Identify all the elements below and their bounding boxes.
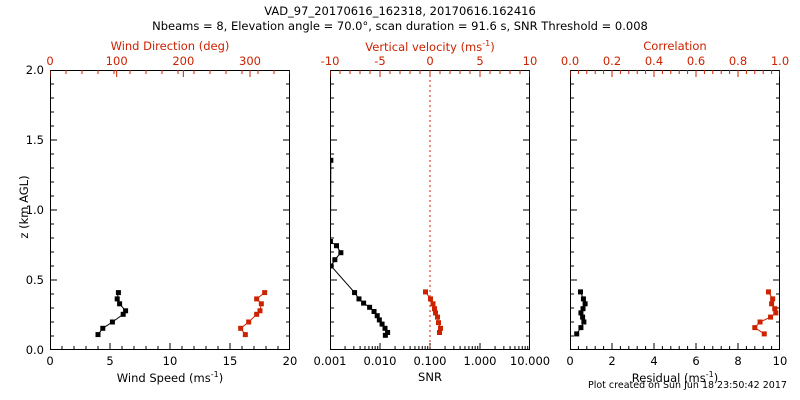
x-tick-label-bottom: 15 xyxy=(222,354,238,368)
plot-timestamp: Plot created on Sun Jun 18 23:50:42 2017 xyxy=(588,380,787,391)
x-tick-label-top: -10 xyxy=(320,54,340,68)
x-tick-label-bottom: 5 xyxy=(106,354,114,368)
x-tick-label-top: 0.4 xyxy=(644,54,664,68)
panel-residual-plot xyxy=(570,70,780,350)
x-tick-label-top: 0 xyxy=(46,54,54,68)
x-axis-title-top: Wind Direction (deg) xyxy=(110,39,230,53)
x-tick-label-top: 0.0 xyxy=(560,54,580,68)
x-axis-title-top: Correlation xyxy=(643,39,707,53)
figure-title: VAD_97_20170616_162318, 20170616.162416 xyxy=(264,4,536,18)
x-tick-label-top: 1.0 xyxy=(770,54,790,68)
x-tick-label-top: 200 xyxy=(172,54,195,68)
y-tick-label: 1.0 xyxy=(25,203,44,217)
x-tick-label-bottom: 8 xyxy=(734,354,742,368)
figure-subtitle: Nbeams = 8, Elevation angle = 70.0°, sca… xyxy=(152,19,648,33)
x-tick-label-bottom: 10.000 xyxy=(509,354,551,368)
x-tick-label-top: 100 xyxy=(105,54,128,68)
panel-snr xyxy=(330,70,530,350)
x-axis-title-bottom: Residual (ms-1) xyxy=(631,370,719,385)
x-tick-label-top: 10 xyxy=(522,54,538,68)
x-tick-label-bottom: 10 xyxy=(772,354,788,368)
figure-title-block: VAD_97_20170616_162318, 20170616.162416 … xyxy=(0,4,800,34)
panel-snr-plot xyxy=(330,70,530,350)
x-tick-label-top: 0 xyxy=(426,54,434,68)
y-tick-label: 2.0 xyxy=(25,63,44,77)
x-axis-title-bottom: SNR xyxy=(418,370,442,384)
panel-wind-plot xyxy=(50,70,290,350)
x-tick-label-top: 0.2 xyxy=(602,54,622,68)
y-tick-label: 0.0 xyxy=(25,343,44,357)
x-tick-label-top: 300 xyxy=(239,54,261,68)
x-tick-label-bottom: 0.100 xyxy=(413,354,447,368)
x-tick-label-bottom: 2 xyxy=(608,354,616,368)
x-tick-label-bottom: 4 xyxy=(650,354,658,368)
x-tick-label-bottom: 0 xyxy=(46,354,54,368)
panel-residual xyxy=(570,70,780,350)
x-axis-title-bottom: Wind Speed (ms-1) xyxy=(116,370,224,385)
panel-wind-frame xyxy=(50,70,290,350)
x-tick-label-top: 0.8 xyxy=(728,54,748,68)
x-tick-label-bottom: 0.001 xyxy=(313,354,347,368)
x-tick-label-bottom: 6 xyxy=(692,354,700,368)
x-tick-label-bottom: 20 xyxy=(282,354,298,368)
x-axis-title-top: Vertical velocity (ms-1) xyxy=(365,39,495,54)
y-tick-label: 0.5 xyxy=(25,273,44,287)
y-tick-label: 1.5 xyxy=(25,133,44,147)
x-tick-label-bottom: 1.000 xyxy=(463,354,497,368)
x-tick-label-top: -5 xyxy=(374,54,386,68)
x-tick-label-bottom: 0 xyxy=(566,354,574,368)
x-tick-label-top: 5 xyxy=(476,54,484,68)
x-tick-label-top: 0.6 xyxy=(686,54,706,68)
panel-residual-frame xyxy=(570,70,780,350)
panel-wind xyxy=(50,70,290,350)
x-tick-label-bottom: 0.010 xyxy=(363,354,397,368)
x-tick-label-bottom: 10 xyxy=(162,354,178,368)
